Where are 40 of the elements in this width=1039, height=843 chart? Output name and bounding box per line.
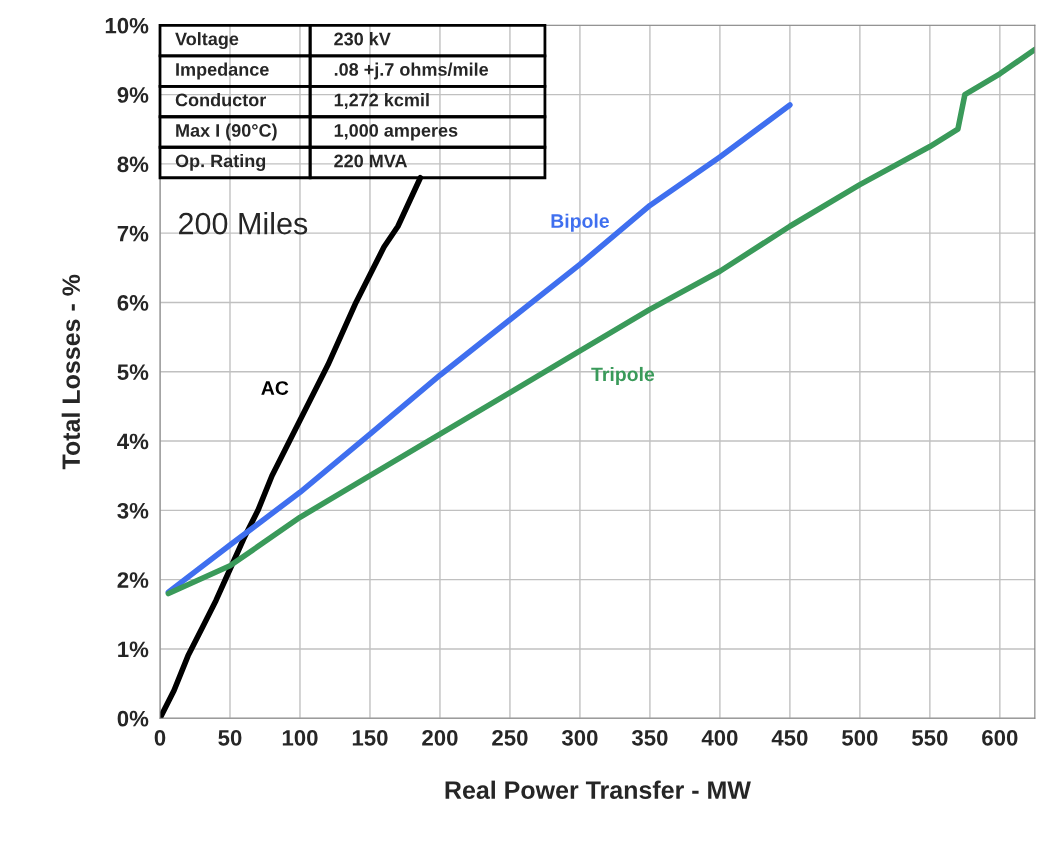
y-tick-label: 10% <box>105 17 149 34</box>
y-axis-title: Total Losses - % <box>61 274 81 470</box>
y-tick-label: 7% <box>117 225 149 242</box>
x-tick-label: 300 <box>561 729 598 746</box>
y-tick-label: 5% <box>117 364 149 381</box>
annotation: 220 MVA <box>334 154 408 168</box>
x-tick-label: 550 <box>912 729 948 746</box>
annotation: Max I (90°C) <box>176 123 277 141</box>
annotation: Voltage <box>175 32 239 49</box>
x-tick-label: 100 <box>282 729 318 746</box>
y-tick-label: 2% <box>117 572 149 588</box>
x-tick-label: 150 <box>352 729 388 746</box>
x-tick-label: 50 <box>218 729 242 746</box>
y-tick-label: 6% <box>117 295 149 311</box>
x-tick-label: 450 <box>771 729 808 746</box>
x-tick-label: 200 <box>422 729 458 746</box>
annotation: 230 kV <box>334 32 391 46</box>
x-axis-title: Real Power Transfer - MW <box>445 780 751 799</box>
series-label: Bipole <box>551 213 609 232</box>
annotation: Op. Rating <box>175 154 266 171</box>
annotation: 200 Miles <box>179 212 308 235</box>
y-tick-label: 0% <box>117 710 149 727</box>
x-tick-label: 500 <box>842 729 878 746</box>
y-tick-label: 1% <box>118 641 149 658</box>
x-tick-label: 0 <box>154 729 166 746</box>
x-tick-label: 400 <box>701 729 738 746</box>
annotation: Impedance <box>176 62 269 80</box>
x-tick-label: 250 <box>492 729 528 746</box>
y-tick-label: 4% <box>117 433 149 450</box>
annotation: Conductor <box>175 93 267 107</box>
y-tick-label: 8% <box>117 156 149 173</box>
series-label: Tripole <box>591 366 655 386</box>
y-tick-label: 9% <box>117 87 149 103</box>
annotation: 1,000 amperes <box>334 124 458 141</box>
annotation: .08 +j.7 ohms/mile <box>334 62 489 80</box>
x-tick-label: 600 <box>982 729 1018 746</box>
series-label: AC <box>261 381 289 395</box>
y-tick-label: 3% <box>117 502 149 519</box>
x-tick-label: 350 <box>631 729 668 746</box>
annotation: 1,272 kcmil <box>334 93 429 109</box>
